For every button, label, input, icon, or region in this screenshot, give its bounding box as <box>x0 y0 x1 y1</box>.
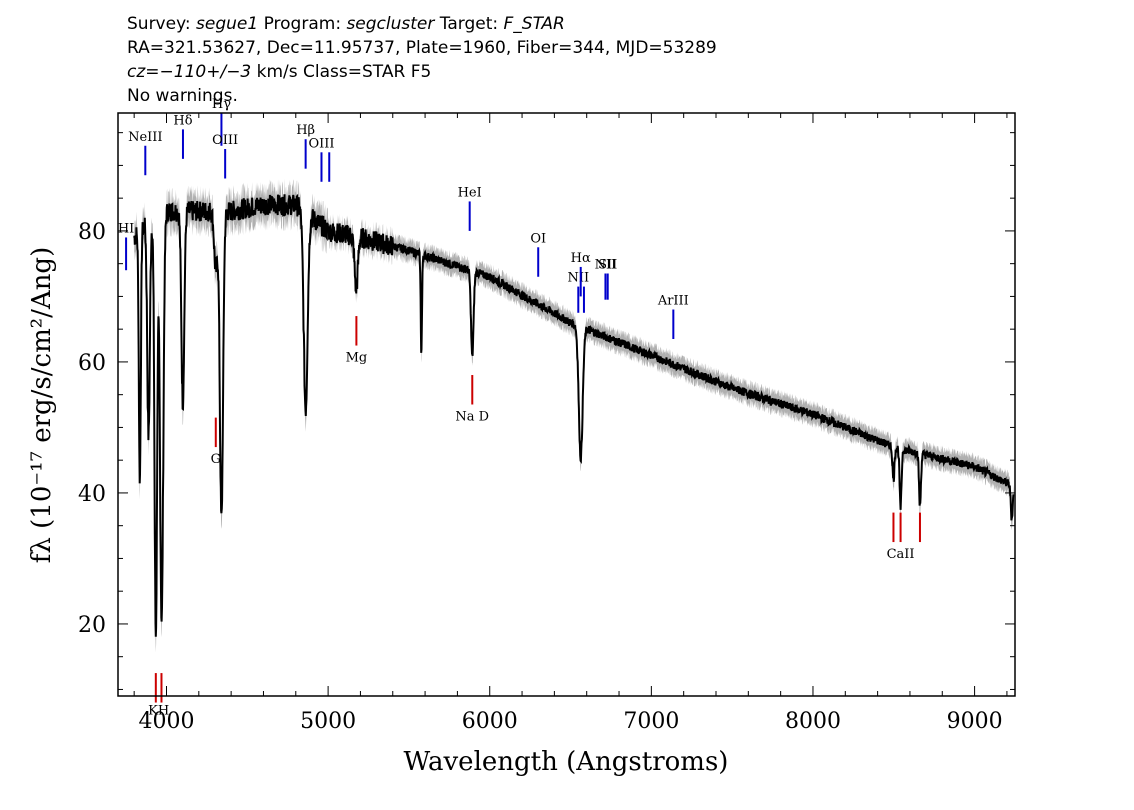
absorption-line-label: CaII <box>887 547 915 562</box>
header-line-4: No warnings. <box>127 86 238 106</box>
emission-line-label: Hβ <box>296 123 315 138</box>
y-tick-label: 60 <box>78 351 106 376</box>
emission-line-label: Hδ <box>173 113 192 128</box>
emission-line-label: OIII <box>308 136 334 151</box>
absorption-line-label: Na D <box>455 410 489 425</box>
target-label: Target: <box>434 14 504 34</box>
tick-labels: 4000 5000 6000 7000 8000 9000 20 40 60 80 <box>78 220 1003 734</box>
emission-line-label: Hγ <box>212 97 231 112</box>
emission-line-label: HeI <box>458 185 482 200</box>
y-axis-title: fλ (10⁻¹⁷ erg/s/cm²/Ang) <box>27 247 57 563</box>
emission-line-label: HI <box>118 221 134 236</box>
x-tick-label: 4000 <box>138 709 194 734</box>
emission-line-label: SII <box>598 257 617 272</box>
error-band-area <box>134 178 1014 653</box>
target-value: F_STAR <box>503 14 565 34</box>
cz-value: =−110+/−3 <box>145 62 252 82</box>
absorption-line-label: Mg <box>346 351 368 366</box>
survey-label: Survey: <box>127 14 197 34</box>
cz-label: cz <box>127 62 146 82</box>
emission-line-label: OI <box>530 231 546 246</box>
flux-series <box>133 193 1015 637</box>
emission-line-label: ArIII <box>657 294 689 309</box>
x-tick-label: 5000 <box>300 709 356 734</box>
y-tick-label: 80 <box>78 220 106 245</box>
absorption-line-label: G <box>211 452 221 467</box>
x-tick-label: 6000 <box>462 709 518 734</box>
header-line-2: RA=321.53627, Dec=11.95737, Plate=1960, … <box>127 38 717 58</box>
absorption-line-label: KH <box>148 704 169 719</box>
emission-line-label: Hα <box>571 251 591 266</box>
emission-line-label: OIII <box>212 133 238 148</box>
x-tick-label: 8000 <box>785 709 841 734</box>
emission-line-label: NeIII <box>128 130 162 145</box>
flux-line <box>133 193 1015 637</box>
error-band <box>134 178 1014 653</box>
program-label: Program: <box>258 14 347 34</box>
program-value: segcluster <box>346 14 435 34</box>
header-line-1: Survey: segue1 Program: segcluster Targe… <box>127 12 717 36</box>
y-tick-label: 20 <box>78 613 106 638</box>
plot-frame <box>117 112 1016 697</box>
x-tick-label: 9000 <box>947 709 1003 734</box>
y-tick-label: 40 <box>78 482 106 507</box>
survey-value: segue1 <box>196 14 259 34</box>
x-tick-label: 7000 <box>623 709 679 734</box>
header-line-3: cz=−110+/−3 km/s Class=STAR F5 <box>127 60 717 84</box>
emission-line-label: NII <box>567 271 589 286</box>
class-info: km/s Class=STAR F5 <box>251 62 432 82</box>
spectrum-header: Survey: segue1 Program: segcluster Targe… <box>127 12 717 108</box>
emission-line-label: NII <box>595 257 617 272</box>
x-axis-title: Wavelength (Angstroms) <box>404 747 729 777</box>
axis-ticks <box>118 113 1015 696</box>
